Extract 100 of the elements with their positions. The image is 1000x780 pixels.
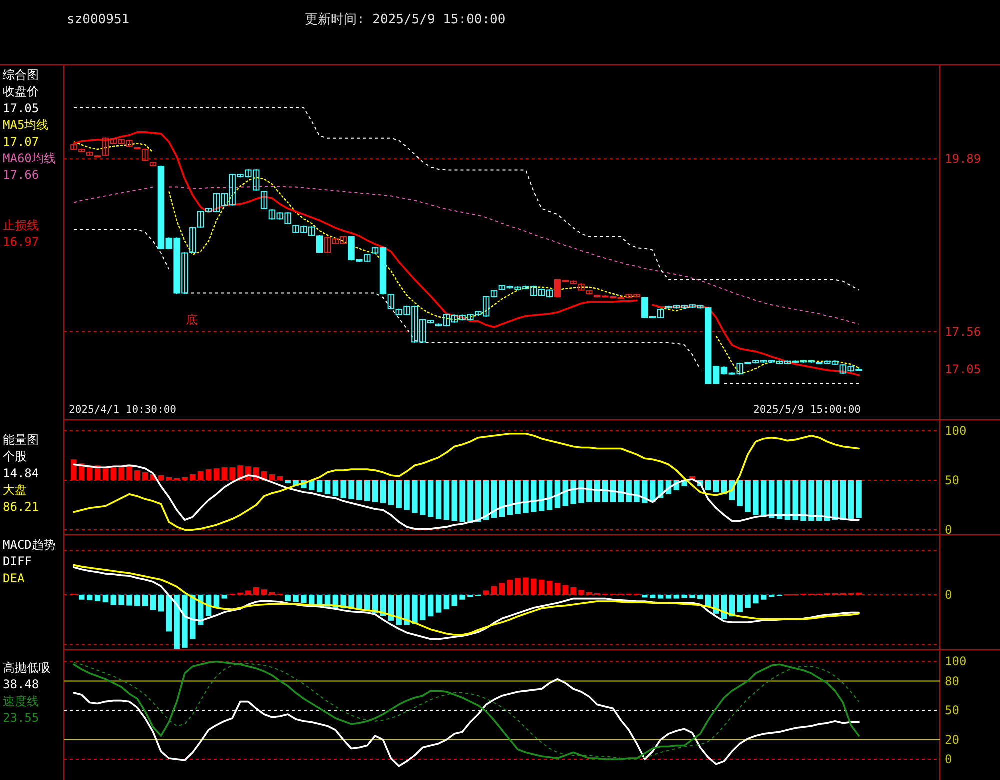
- y-tick-label: 100: [945, 424, 967, 438]
- chart-title: 综合图: [3, 68, 39, 82]
- bar: [142, 595, 148, 606]
- bar: [698, 595, 704, 600]
- bar: [356, 595, 362, 610]
- bar: [634, 480, 640, 502]
- bar: [538, 580, 545, 596]
- bar: [110, 595, 116, 606]
- bar: [586, 480, 592, 502]
- bar: [706, 480, 712, 490]
- bar: [491, 480, 498, 518]
- bar: [840, 480, 846, 520]
- bar: [150, 595, 156, 610]
- bar: [206, 470, 212, 480]
- bar: [562, 480, 568, 506]
- bar: [324, 480, 331, 494]
- bar: [372, 480, 378, 502]
- bar: [499, 480, 506, 518]
- y-tick-label: 17.05: [945, 362, 982, 377]
- bar: [538, 480, 545, 512]
- bar: [460, 595, 466, 600]
- bar: [388, 480, 394, 506]
- bar: [444, 595, 450, 610]
- bar: [71, 460, 77, 480]
- bar: [412, 480, 418, 514]
- bar: [856, 480, 862, 518]
- bar: [396, 595, 402, 626]
- bar: [848, 480, 854, 520]
- bar: [428, 480, 434, 518]
- bar: [745, 480, 751, 512]
- y-tick-label: 20: [945, 732, 960, 747]
- bar: [102, 468, 109, 480]
- bar: [230, 468, 236, 480]
- text: 14.84: [3, 466, 40, 480]
- bar: [316, 480, 323, 492]
- bar: [340, 480, 346, 498]
- bar: [79, 595, 85, 600]
- annotation: 底: [186, 313, 198, 327]
- bar: [174, 595, 180, 650]
- text: 个股: [3, 450, 27, 464]
- bar: [444, 480, 450, 520]
- bar: [293, 595, 299, 602]
- bar: [666, 595, 672, 599]
- text: 速度线: [3, 694, 39, 708]
- candlestick: [260, 190, 268, 210]
- bar: [285, 480, 291, 484]
- bar: [364, 480, 370, 502]
- bar: [554, 583, 561, 596]
- bar: [476, 480, 482, 522]
- bar: [404, 480, 410, 510]
- bar: [420, 480, 426, 516]
- bar: [832, 480, 838, 520]
- chart-title: MACD趋势: [3, 538, 56, 552]
- y-tick-label: 0: [945, 752, 952, 766]
- bar: [546, 480, 553, 510]
- bar: [753, 595, 759, 604]
- text: 高抛低吸: [3, 661, 51, 675]
- bar: [515, 480, 521, 514]
- bar: [285, 595, 291, 602]
- annotation: 2025/5/9 15:00:00: [754, 404, 861, 416]
- bar: [713, 480, 720, 492]
- bar: [578, 590, 584, 596]
- bar: [674, 595, 680, 599]
- bar: [222, 595, 228, 599]
- bar: [158, 595, 164, 612]
- bar: [110, 468, 116, 480]
- bar: [483, 590, 490, 596]
- bar: [515, 578, 521, 596]
- y-tick-label: 80: [945, 674, 960, 688]
- text: 86.21: [3, 500, 40, 514]
- bar: [531, 480, 537, 512]
- bar: [578, 480, 584, 504]
- bar: [808, 480, 814, 522]
- bar: [301, 595, 307, 604]
- bar: [761, 595, 767, 600]
- bar: [690, 595, 696, 598]
- bar: [348, 480, 354, 500]
- bar: [356, 480, 362, 500]
- bar: [118, 595, 124, 606]
- text: 23.55: [3, 711, 40, 726]
- bar: [570, 587, 576, 596]
- bar: [491, 586, 498, 596]
- text: 38.48: [3, 678, 40, 692]
- bar: [261, 590, 268, 596]
- bar: [436, 480, 442, 520]
- bar: [94, 595, 101, 602]
- bar: [222, 468, 228, 480]
- bar: [658, 595, 664, 599]
- bar: [523, 480, 529, 514]
- bar: [412, 595, 418, 624]
- bar: [142, 472, 148, 480]
- bar: [309, 595, 315, 604]
- bar: [190, 474, 196, 480]
- text: 16.97: [3, 235, 40, 249]
- bar: [856, 592, 862, 596]
- text: 能量图: [3, 433, 39, 447]
- bar: [396, 480, 402, 508]
- bar: [776, 480, 783, 520]
- bar: [753, 480, 759, 516]
- bar: [507, 580, 513, 596]
